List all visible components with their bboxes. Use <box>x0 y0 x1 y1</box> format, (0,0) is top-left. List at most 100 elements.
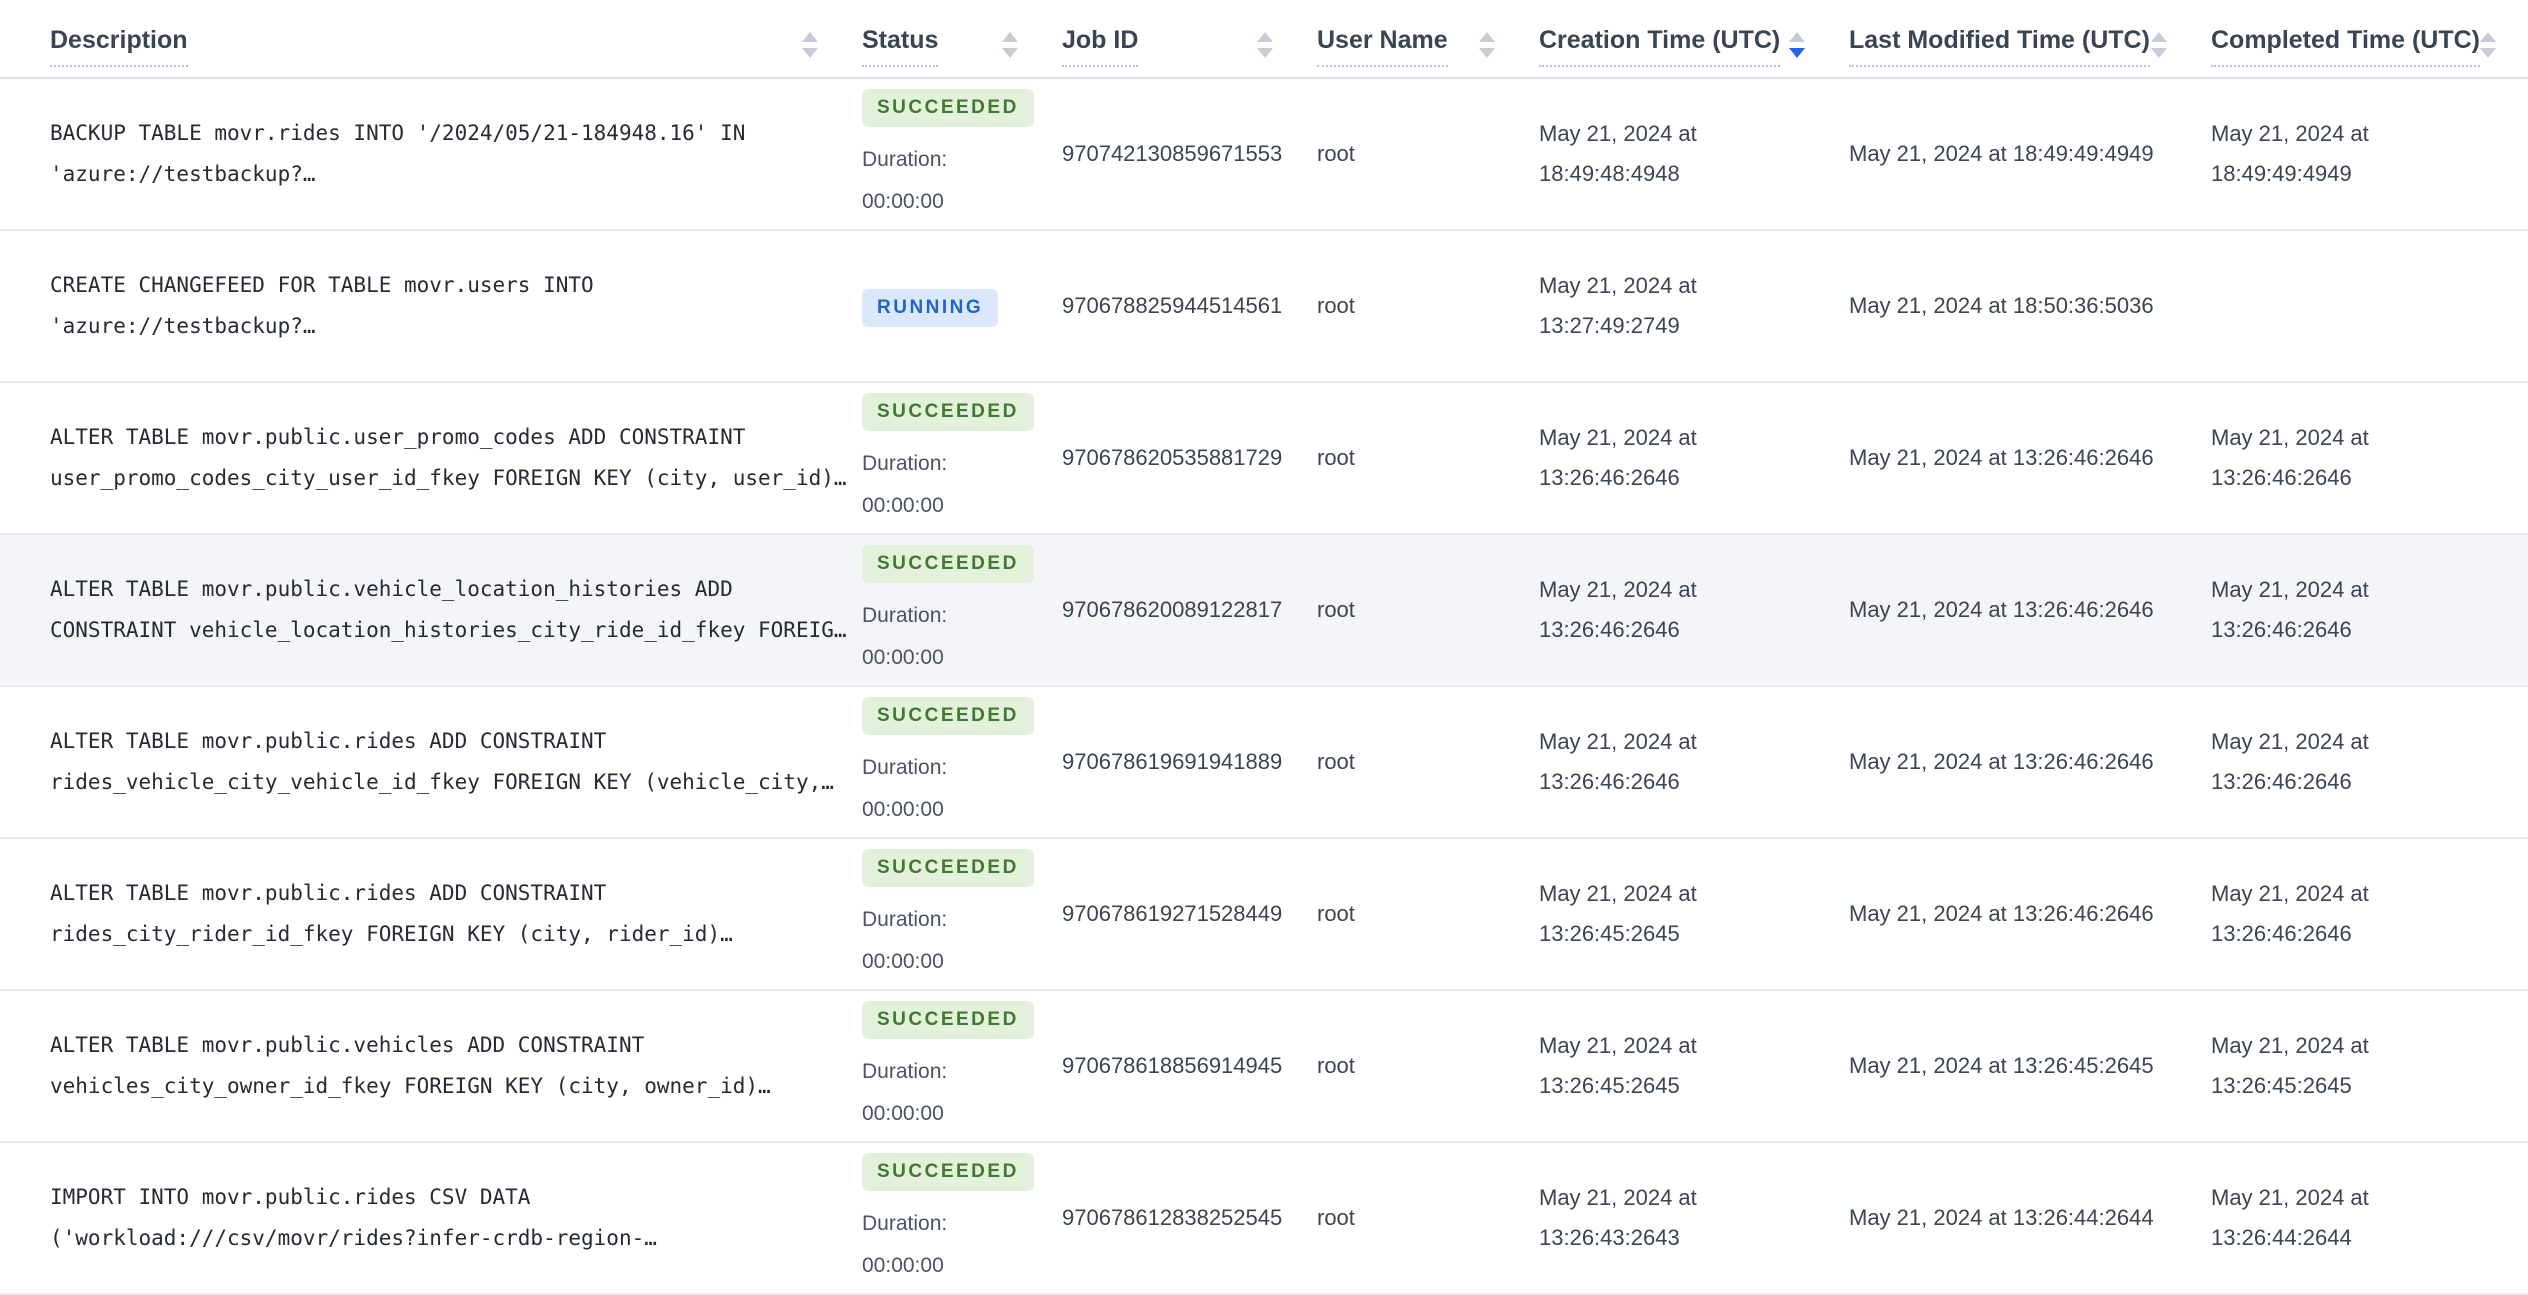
job-description-link[interactable]: IMPORT INTO movr.public.rides CSV DATA (… <box>50 1185 657 1250</box>
column-header-label[interactable]: Status <box>862 26 939 67</box>
column-header-user-name[interactable]: User Name <box>1317 0 1539 79</box>
status-badge: SUCCEEDED <box>862 544 1034 583</box>
status-badge: SUCCEEDED <box>862 848 1034 887</box>
column-header-creation-time-utc[interactable]: Creation Time (UTC) <box>1539 0 1849 79</box>
completed-time: May 21, 2024 at 13:26:46:2646 <box>2211 577 2369 642</box>
completed-time-cell: May 21, 2024 at 13:26:46:2646 <box>2211 838 2528 990</box>
job-description-cell: ALTER TABLE movr.public.rides ADD CONSTR… <box>0 686 862 838</box>
job-duration: Duration: 00:00:00 <box>862 899 1042 983</box>
column-header-status[interactable]: Status <box>862 0 1062 79</box>
sort-asc-icon[interactable] <box>1479 32 1495 42</box>
completed-time: May 21, 2024 at 13:26:45:2645 <box>2211 1033 2369 1098</box>
column-header-label[interactable]: User Name <box>1317 26 1448 67</box>
job-id-cell: 970678612838252545 <box>1062 1142 1317 1294</box>
job-id: 970678620089122817 <box>1062 597 1283 622</box>
sort-desc-icon[interactable] <box>2151 48 2167 58</box>
column-header-label[interactable]: Creation Time (UTC) <box>1539 26 1781 67</box>
sort-arrows-icon[interactable] <box>2480 32 2496 58</box>
job-id-cell: 970742130859671553 <box>1062 78 1317 230</box>
column-header-job-id[interactable]: Job ID <box>1062 0 1317 79</box>
column-header-last-modified-time-utc[interactable]: Last Modified Time (UTC) <box>1849 0 2211 79</box>
sort-asc-icon[interactable] <box>2480 32 2496 42</box>
sort-asc-icon[interactable] <box>1002 32 1018 42</box>
job-id: 970678618856914945 <box>1062 1053 1283 1078</box>
job-id: 970678619271528449 <box>1062 901 1283 926</box>
job-id-cell: 970678620535881729 <box>1062 382 1317 534</box>
job-description-link[interactable]: ALTER TABLE movr.public.vehicles ADD CON… <box>50 1033 771 1098</box>
status-badge: SUCCEEDED <box>862 1152 1034 1191</box>
job-duration: Duration: 00:00:00 <box>862 1051 1042 1135</box>
job-duration-value: 00:00:00 <box>862 493 944 517</box>
sort-desc-icon[interactable] <box>2480 48 2496 58</box>
table-body: BACKUP TABLE movr.rides INTO '/2024/05/2… <box>0 78 2528 1294</box>
sort-arrows-icon[interactable] <box>802 32 818 58</box>
last-modified-time-cell: May 21, 2024 at 18:49:49:4949 <box>1849 78 2211 230</box>
sort-desc-icon[interactable] <box>1002 48 1018 58</box>
job-description-cell: IMPORT INTO movr.public.rides CSV DATA (… <box>0 1142 862 1294</box>
sort-desc-icon[interactable] <box>1479 48 1495 58</box>
sort-asc-icon[interactable] <box>2151 32 2167 42</box>
sort-arrows-icon[interactable] <box>1479 32 1495 58</box>
job-duration: Duration: 00:00:00 <box>862 747 1042 831</box>
job-description-link[interactable]: CREATE CHANGEFEED FOR TABLE movr.users I… <box>50 273 594 338</box>
sort-asc-icon[interactable] <box>1257 32 1273 42</box>
sort-desc-icon[interactable] <box>802 48 818 58</box>
job-description-cell: ALTER TABLE movr.public.rides ADD CONSTR… <box>0 838 862 990</box>
job-status-cell: SUCCEEDED Duration: 00:00:00 <box>862 686 1062 838</box>
user-name: root <box>1317 1053 1355 1078</box>
job-duration: Duration: 00:00:00 <box>862 595 1042 679</box>
job-status-cell: SUCCEEDED Duration: 00:00:00 <box>862 78 1062 230</box>
job-description-link[interactable]: BACKUP TABLE movr.rides INTO '/2024/05/2… <box>50 121 746 186</box>
user-name-cell: root <box>1317 78 1539 230</box>
job-status-cell: SUCCEEDED Duration: 00:00:00 <box>862 990 1062 1142</box>
sort-arrows-icon[interactable] <box>2151 32 2167 58</box>
job-duration-label: Duration: <box>862 755 948 779</box>
sort-arrows-icon[interactable] <box>1257 32 1273 58</box>
table-row: IMPORT INTO movr.public.rides CSV DATA (… <box>0 1142 2528 1294</box>
last-modified-time-cell: May 21, 2024 at 13:26:46:2646 <box>1849 838 2211 990</box>
user-name: root <box>1317 901 1355 926</box>
column-header-label[interactable]: Last Modified Time (UTC) <box>1849 26 2150 67</box>
user-name-cell: root <box>1317 1142 1539 1294</box>
last-modified-time-cell: May 21, 2024 at 13:26:46:2646 <box>1849 686 2211 838</box>
job-duration-label: Duration: <box>862 1211 948 1235</box>
completed-time: May 21, 2024 at 13:26:46:2646 <box>2211 729 2369 794</box>
creation-time: May 21, 2024 at 13:27:49:2749 <box>1539 273 1697 338</box>
completed-time-cell: May 21, 2024 at 13:26:44:2644 <box>2211 1142 2528 1294</box>
job-description-cell: CREATE CHANGEFEED FOR TABLE movr.users I… <box>0 230 862 382</box>
completed-time: May 21, 2024 at 13:26:46:2646 <box>2211 881 2369 946</box>
column-header-completed-time-utc[interactable]: Completed Time (UTC) <box>2211 0 2528 79</box>
sort-arrows-icon[interactable] <box>1789 32 1805 58</box>
sort-desc-icon[interactable] <box>1789 48 1805 58</box>
creation-time: May 21, 2024 at 13:26:45:2645 <box>1539 881 1697 946</box>
job-description-link[interactable]: ALTER TABLE movr.public.rides ADD CONSTR… <box>50 729 834 794</box>
job-description-cell: ALTER TABLE movr.public.user_promo_codes… <box>0 382 862 534</box>
column-header-label[interactable]: Job ID <box>1062 26 1139 67</box>
job-description-link[interactable]: ALTER TABLE movr.public.rides ADD CONSTR… <box>50 881 733 946</box>
column-header-label[interactable]: Description <box>50 26 188 67</box>
table-row: ALTER TABLE movr.public.user_promo_codes… <box>0 382 2528 534</box>
user-name-cell: root <box>1317 686 1539 838</box>
sort-asc-icon[interactable] <box>1789 32 1805 42</box>
job-id-cell: 970678619271528449 <box>1062 838 1317 990</box>
job-status-cell: SUCCEEDED Duration: 00:00:00 <box>862 534 1062 686</box>
creation-time: May 21, 2024 at 13:26:46:2646 <box>1539 577 1697 642</box>
last-modified-time-cell: May 21, 2024 at 13:26:44:2644 <box>1849 1142 2211 1294</box>
completed-time: May 21, 2024 at 13:26:44:2644 <box>2211 1185 2369 1250</box>
user-name-cell: root <box>1317 534 1539 686</box>
user-name: root <box>1317 141 1355 166</box>
job-description-link[interactable]: ALTER TABLE movr.public.vehicle_location… <box>50 577 847 642</box>
job-duration-value: 00:00:00 <box>862 797 944 821</box>
creation-time-cell: May 21, 2024 at 13:26:43:2643 <box>1539 1142 1849 1294</box>
sort-arrows-icon[interactable] <box>1002 32 1018 58</box>
sort-desc-icon[interactable] <box>1257 48 1273 58</box>
creation-time-cell: May 21, 2024 at 13:27:49:2749 <box>1539 230 1849 382</box>
job-status-cell: SUCCEEDED Duration: 00:00:00 <box>862 1142 1062 1294</box>
column-header-label[interactable]: Completed Time (UTC) <box>2211 26 2480 67</box>
column-header-description[interactable]: Description <box>0 0 862 79</box>
job-description-link[interactable]: ALTER TABLE movr.public.user_promo_codes… <box>50 425 847 490</box>
creation-time: May 21, 2024 at 18:49:48:4948 <box>1539 121 1697 186</box>
sort-asc-icon[interactable] <box>802 32 818 42</box>
table-row: ALTER TABLE movr.public.rides ADD CONSTR… <box>0 838 2528 990</box>
